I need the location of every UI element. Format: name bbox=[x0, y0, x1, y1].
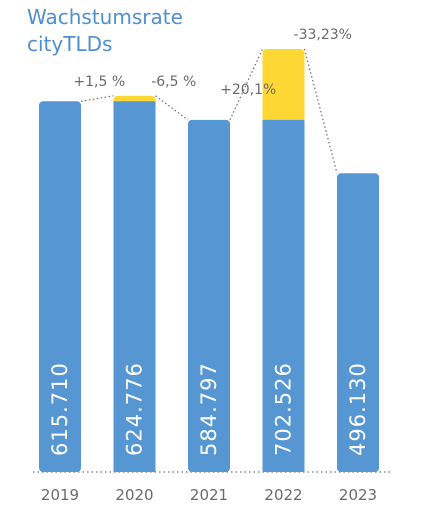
change-label-2022: +20,1% bbox=[220, 82, 276, 98]
category-label-2019: 2019 bbox=[41, 486, 79, 504]
value-label-2020: 624.776 bbox=[123, 362, 147, 456]
bar-2019 bbox=[39, 101, 81, 472]
value-label-2023: 496.130 bbox=[346, 362, 370, 456]
bar-2021 bbox=[188, 119, 230, 472]
category-label-2022: 2022 bbox=[264, 486, 302, 504]
connector-2021 bbox=[155, 95, 189, 121]
title-line-2: cityTLDs bbox=[27, 32, 113, 56]
bar-base-2022 bbox=[262, 119, 305, 472]
value-label-2022: 702.526 bbox=[272, 362, 296, 456]
category-label-2020: 2020 bbox=[115, 486, 153, 504]
bar-2023 bbox=[337, 173, 379, 473]
value-label-2021: 584.797 bbox=[197, 362, 221, 456]
connector-2020 bbox=[80, 95, 114, 102]
connector-2023 bbox=[303, 48, 338, 174]
category-label-2023: 2023 bbox=[339, 486, 377, 504]
change-label-2023: -33,23% bbox=[294, 27, 352, 43]
chart-title: Wachstumsrate cityTLDs bbox=[27, 4, 183, 58]
bar-base-2020 bbox=[113, 101, 156, 472]
connector-2022 bbox=[229, 48, 264, 121]
change-label-2021: -6,5 % bbox=[151, 74, 196, 90]
change-label-2020: +1,5 % bbox=[73, 74, 125, 90]
category-label-2021: 2021 bbox=[190, 486, 228, 504]
value-label-2019: 615.710 bbox=[48, 362, 72, 456]
title-line-1: Wachstumsrate bbox=[27, 5, 183, 29]
